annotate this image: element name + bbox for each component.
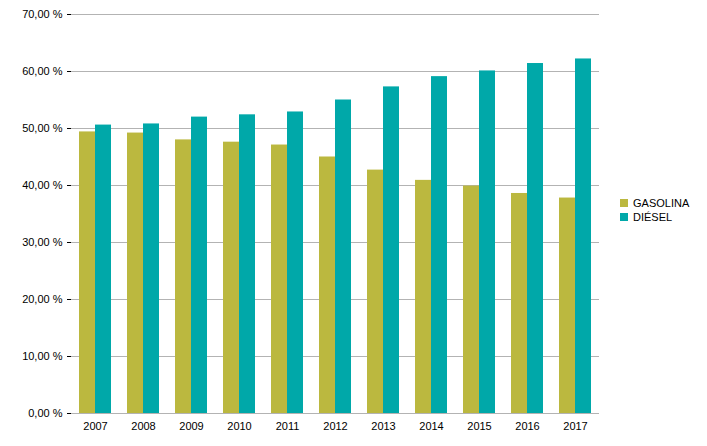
- html-text:GASOLINA: GASOLINA: [633, 197, 690, 209]
- svg-text:60,00 %: 60,00 %: [22, 65, 63, 77]
- svg-text:2010: 2010: [227, 420, 251, 432]
- svg-text:2009: 2009: [179, 420, 203, 432]
- svg-text:2014: 2014: [419, 420, 443, 432]
- svg-text:40,00 %: 40,00 %: [22, 179, 63, 191]
- svg-text:2011: 2011: [276, 420, 300, 432]
- svg-text:50,00 %: 50,00 %: [22, 122, 63, 134]
- svg-text:2017: 2017: [563, 420, 587, 432]
- svg-text:30,00 %: 30,00 %: [22, 236, 63, 248]
- svg-text:0,00 %: 0,00 %: [28, 407, 62, 419]
- svg-text:2007: 2007: [83, 420, 107, 432]
- svg-text:70,00 %: 70,00 %: [22, 8, 63, 20]
- svg-text:2013: 2013: [371, 420, 395, 432]
- svg-text:2012: 2012: [323, 420, 347, 432]
- svg-text:2015: 2015: [467, 420, 491, 432]
- html-text:DIÉSEL: DIÉSEL: [633, 211, 673, 223]
- svg-text:20,00 %: 20,00 %: [22, 293, 63, 305]
- svg-text:10,00 %: 10,00 %: [22, 350, 63, 362]
- svg-text:2008: 2008: [131, 420, 155, 432]
- svg-text:2016: 2016: [515, 420, 539, 432]
